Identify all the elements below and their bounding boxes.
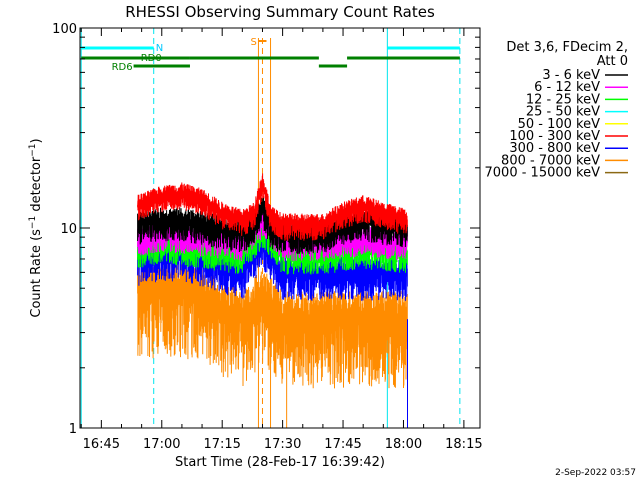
legend-entry-label-2: 12 - 25 keV <box>526 92 600 107</box>
night-label: N <box>156 43 163 54</box>
x-tick-label-6: 18:15 <box>445 437 482 452</box>
series-group <box>137 173 408 428</box>
x-tick-label-5: 18:00 <box>385 437 422 452</box>
x-tick-label-0: 16:45 <box>83 437 120 452</box>
y-tick-label-0: 1 <box>69 422 77 437</box>
legend-header-line-1: Det 3,6, FDecim 2, <box>506 40 628 55</box>
series-trace-5 <box>137 173 408 241</box>
legend-entry-label-7: 800 - 7000 keV <box>501 153 600 168</box>
series-800-7000-kev <box>137 260 408 389</box>
chart-title: RHESSI Observing Summary Count Rates <box>125 3 435 21</box>
legend-entry-label-5: 100 - 300 keV <box>509 129 600 144</box>
x-tick-label-2: 17:15 <box>203 437 240 452</box>
legend-entry-label-3: 25 - 50 keV <box>526 105 600 120</box>
y-axis-label-unit: detector <box>29 156 44 216</box>
legend-entry-label-6: 300 - 800 keV <box>509 141 600 156</box>
x-axis-ticks: 16:45 17:00 17:15 17:30 17:45 18:00 18:15 <box>80 28 483 452</box>
legend-entry-label-1: 6 - 12 keV <box>534 80 600 95</box>
rd0-label: RD0 <box>141 53 162 64</box>
y-axis-label-exponent-2: −1 <box>28 143 38 156</box>
series-trace-0 <box>137 260 408 389</box>
series-trace-1 <box>137 229 408 301</box>
rd6-label: RD6 <box>112 62 133 73</box>
series-300-800-kev <box>137 229 408 301</box>
x-tick-label-4: 17:45 <box>324 437 361 452</box>
legend-header-line-2: Att 0 <box>597 54 628 69</box>
dropout-spikes <box>286 319 408 428</box>
y-tick-label-2: 100 <box>52 22 77 37</box>
x-axis-label: Start Time (28-Feb-17 16:39:42) <box>175 455 385 470</box>
y-tick-label-1: 10 <box>60 222 77 237</box>
y-axis-ticks: 1 10 100 <box>52 22 480 437</box>
legend-entry-label-0: 3 - 6 keV <box>542 68 600 83</box>
x-tick-label-1: 17:00 <box>143 437 180 452</box>
series-100-300-kev <box>137 173 408 241</box>
y-axis-label-text: Count Rate (s <box>29 229 44 318</box>
y-axis-label-exponent: −1 <box>28 216 38 229</box>
legend-entry-label-4: 50 - 100 keV <box>518 117 601 132</box>
y-axis-label-close: ) <box>29 138 44 143</box>
y-axis-label: Count Rate (s−1 detector−1) <box>28 138 44 317</box>
flare-marker-label: S <box>250 37 256 48</box>
footer-timestamp: 2-Sep-2022 03:57 <box>555 468 636 478</box>
x-tick-label-3: 17:30 <box>264 437 301 452</box>
legend-entry-label-8: 7000 - 15000 keV <box>485 166 601 181</box>
